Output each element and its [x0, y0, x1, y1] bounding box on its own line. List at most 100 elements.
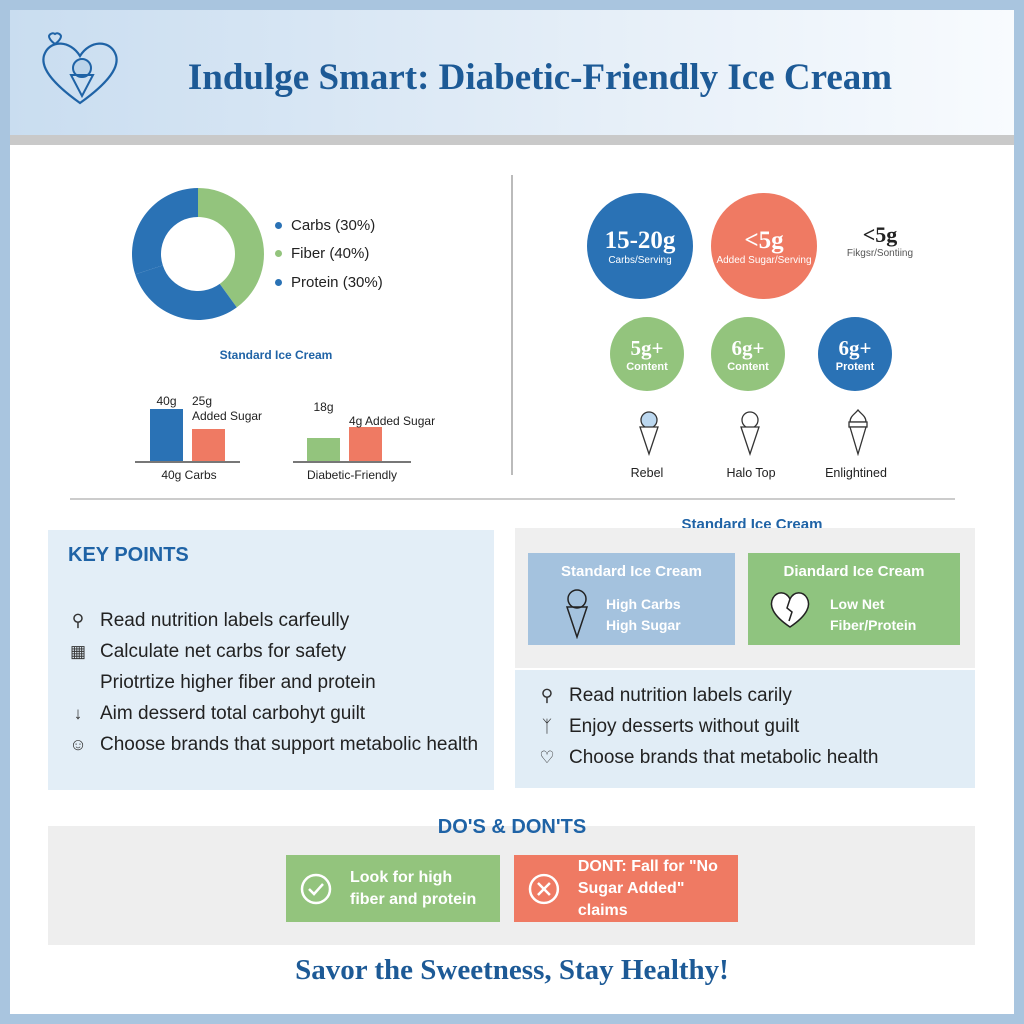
- brand-label: Protent: [835, 360, 875, 373]
- baseline: [135, 461, 240, 463]
- stat-value: 15-20g: [604, 226, 676, 254]
- list-item-text: Priotrtize higher fiber and protein: [100, 671, 376, 693]
- list-item-text: Read nutrition labels carfeully: [100, 609, 350, 631]
- broken-heart-icon: [770, 592, 810, 628]
- key-points-title: KEY POINTS: [68, 544, 189, 566]
- legend-swatch: [275, 222, 282, 229]
- dos-donts-panel: [48, 826, 975, 945]
- page-title: Indulge Smart: Diabetic-Friendly Ice Cre…: [187, 57, 893, 98]
- dos-donts-title: DO'S & DON'TS: [437, 816, 587, 838]
- check-circle-icon: [300, 873, 332, 904]
- arrow-down-icon: ↓: [73, 703, 83, 723]
- soft-serve-icon: [848, 408, 868, 456]
- diabetic-card: Diandard Ice Cream Low Net Fiber/Protein: [748, 553, 960, 645]
- section-divider: [70, 498, 955, 500]
- ice-cream-cone-icon: [565, 589, 589, 639]
- stat-value: <5g: [862, 221, 898, 247]
- stat-label: Fikgsr/Sontiing: [846, 247, 914, 259]
- bar-label: 18g: [313, 400, 334, 414]
- smile-icon: ☺: [69, 734, 87, 754]
- legend-label: Carbs (30%): [291, 217, 376, 234]
- brand-name: Rebel: [630, 466, 664, 480]
- header-divider: [10, 135, 1014, 145]
- stat-circle: <5g Added Sugar/Serving: [711, 193, 817, 299]
- legend-swatch: [275, 250, 282, 257]
- do-text: Look for high: [350, 868, 453, 886]
- list-item: ▦ Calculate net carbs for safety: [68, 636, 494, 667]
- do-text: fiber and protein: [350, 890, 477, 908]
- dont-card: DONT: Fall for "No Sugar Added" claims: [514, 855, 738, 922]
- list-item-text: Choose brands that support metabolic hea…: [100, 733, 479, 755]
- compare-list: ⚲ Read nutrition labels carily ᛉ Enjoy des…: [515, 670, 975, 788]
- heart-ice-cream-icon: [42, 32, 118, 105]
- card-title: Diandard Ice Cream: [783, 563, 925, 580]
- bar-label: Added Sugar: [192, 409, 263, 423]
- brand-label: Content: [626, 360, 668, 373]
- list-item-text: Calculate net carbs for safety: [100, 640, 347, 662]
- search-icon: ⚲: [71, 610, 85, 630]
- brand-name: Halo Top: [726, 466, 776, 480]
- legend-item: Fiber (40%): [275, 245, 369, 262]
- footer-tagline: Savor the Sweetness, Stay Healthy!: [295, 954, 729, 986]
- card-line: Fiber/Protein: [830, 617, 917, 633]
- legend-item: Carbs (30%): [275, 217, 375, 234]
- bar-label: 40g: [156, 394, 177, 408]
- brand-name: Enlightined: [825, 466, 887, 480]
- brand-value: 6g+: [731, 335, 765, 360]
- donut-slice: [132, 188, 198, 275]
- bar-label: 25g: [192, 394, 213, 408]
- dont-text: Sugar Added" claims: [577, 879, 685, 919]
- heart-leaf-icon: ♡: [539, 747, 555, 767]
- dont-text: DONT: Fall for "No: [577, 857, 718, 875]
- donut-slice: [135, 265, 237, 320]
- bar: [307, 437, 340, 461]
- stat-circle: 15-20g Carbs/Serving: [587, 193, 693, 299]
- list-item: Priotrtize higher fiber and protein: [68, 667, 494, 698]
- legend-label: Fiber (40%): [291, 245, 370, 262]
- donut-chart: [132, 188, 264, 320]
- donut-slice: [198, 188, 264, 308]
- bar-chart-title: Standard Ice Cream: [219, 348, 333, 362]
- stat-text: <5g Fikgsr/Sontiing: [830, 210, 930, 270]
- stat-label: Added Sugar/Serving: [716, 254, 812, 266]
- list-item-text: Choose brands that metabolic health: [569, 746, 879, 768]
- do-card: Look for high fiber and protein: [286, 855, 500, 922]
- x-circle-icon: [528, 873, 560, 904]
- key-points-panel: KEY POINTS ⚲ Read nutrition labels carfeu…: [48, 530, 494, 790]
- legend-item: Protein (30%): [275, 274, 383, 291]
- muscle-icon: ᛉ: [541, 716, 553, 736]
- group-label: Diabetic-Friendly: [306, 468, 398, 482]
- card-line: High Carbs: [606, 596, 681, 612]
- list-item: ᛉ Enjoy desserts without guilt: [537, 711, 975, 742]
- list-item-text: Read nutrition labels carily: [569, 684, 792, 706]
- ice-cream-cone-icon: [740, 411, 760, 456]
- bar: [150, 409, 183, 461]
- vertical-divider: [511, 175, 513, 475]
- bar-label: 4g Added Sugar: [349, 414, 436, 428]
- list-item: ⚲ Read nutrition labels carfeully: [68, 605, 494, 636]
- group-label: 40g Carbs: [161, 468, 217, 482]
- list-item: ☺ Choose brands that support metabolic he…: [68, 729, 494, 760]
- stat-label: Carbs/Serving: [608, 254, 672, 266]
- brand-circle: 5g+ Content: [610, 317, 684, 391]
- list-item-text: Enjoy desserts without guilt: [569, 715, 800, 737]
- search-icon: ⚲: [540, 685, 554, 705]
- brand-value: 5g+: [630, 335, 664, 360]
- baseline: [293, 461, 411, 463]
- card-line: High Sugar: [606, 617, 681, 633]
- stat-value: <5g: [744, 226, 784, 254]
- brand-circle: 6g+ Content: [711, 317, 785, 391]
- list-item: ⚲ Read nutrition labels carily: [537, 680, 975, 711]
- legend-label: Protein (30%): [291, 274, 383, 291]
- header: [10, 10, 1014, 135]
- bar: [192, 428, 225, 461]
- brand-circle: 6g+ Protent: [818, 317, 892, 391]
- bar: [349, 427, 382, 461]
- card-line: Low Net: [830, 596, 885, 612]
- brand-label: Content: [727, 360, 769, 373]
- card-title: Standard Ice Cream: [561, 563, 702, 580]
- legend-swatch: [275, 279, 282, 286]
- list-item-text: Aim desserd total carbohyt guilt: [100, 702, 366, 724]
- calculator-icon: ▦: [69, 641, 87, 661]
- list-item: ♡ Choose brands that metabolic health: [537, 742, 975, 773]
